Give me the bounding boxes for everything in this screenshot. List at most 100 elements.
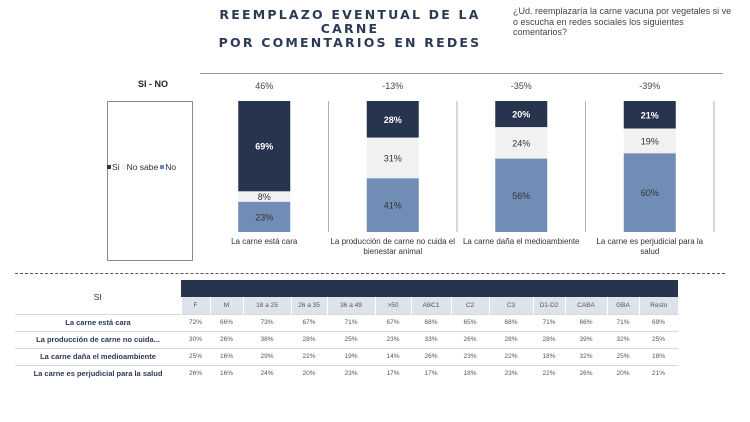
bar-segment-si (238, 101, 291, 192)
table-cell: 26% (451, 330, 489, 348)
column-header: D1-D2 (532, 297, 565, 314)
table-cell: 68% (489, 313, 533, 331)
column-header: C2 (450, 297, 489, 314)
table-cell: 25% (639, 330, 678, 348)
table-row: La producción de carne no cuida... 30% 26%… (15, 330, 678, 348)
table-cell: 38% (243, 330, 291, 348)
bar-segment-no-sabe (238, 191, 291, 202)
column-header: GBA (606, 297, 639, 314)
category-label: La producción de carne no cuida el (330, 237, 455, 246)
table-header-band (181, 280, 678, 297)
table-cell: 69% (639, 313, 678, 331)
table-cell: 73% (243, 313, 291, 331)
table-cell: 33% (411, 330, 451, 348)
legend-item-no: No (160, 162, 176, 172)
table-row: La carne es perjudicial para la salud 26%… (15, 364, 678, 382)
bar-segment-no (495, 158, 548, 232)
table-cell: 22% (533, 364, 565, 382)
column-header: 26 a 35 (290, 297, 327, 314)
column-header: Resto (638, 297, 678, 314)
chart-legend: Si No sabe No (107, 162, 199, 172)
net-value-label: 46% (255, 81, 273, 91)
column-header: C3 (488, 297, 533, 314)
column-header: F (180, 297, 210, 314)
column-header: ABC1 (410, 297, 451, 314)
table-cell: 23% (375, 330, 411, 348)
table-cell: 24% (243, 364, 291, 382)
table-row-header: SI (93, 291, 102, 302)
bar-segment-no (366, 178, 419, 232)
table-cell: 32% (607, 330, 639, 348)
category-label: La carne está cara (231, 237, 298, 246)
data-label: 23% (255, 212, 273, 222)
net-value-label: -35% (511, 81, 532, 91)
data-label: 20% (512, 110, 530, 120)
table-cell: 23% (327, 364, 375, 382)
table-cell: 22% (291, 347, 327, 365)
legend-item-si: Si (107, 162, 120, 172)
data-label: 60% (641, 188, 659, 198)
net-value-label: -13% (382, 81, 403, 91)
data-label: 21% (641, 110, 659, 120)
table-cell: 67% (375, 313, 411, 331)
table-cell: 21% (639, 364, 678, 382)
table-cell: 71% (533, 313, 565, 331)
table-cell: 26% (411, 347, 451, 365)
table-cell: 32% (565, 347, 607, 365)
table-cell: 72% (181, 313, 210, 331)
section-divider (15, 273, 725, 274)
row-label: La producción de carne no cuida... (15, 330, 181, 348)
table-cell: 71% (327, 313, 375, 331)
table-cell: 28% (291, 330, 327, 348)
table-cell: 66% (210, 313, 243, 331)
table-cell: 68% (411, 313, 451, 331)
row-label: La carne está cara (15, 313, 181, 331)
column-header: 18 a 25 (242, 297, 291, 314)
table-cell: 25% (607, 347, 639, 365)
row-label: La carne es perjudicial para la salud (15, 364, 181, 382)
legend-swatch-si (107, 165, 111, 169)
table-cell: 26% (210, 330, 243, 348)
legend-label-no-sabe: No sabe (126, 162, 159, 172)
table-cell: 30% (181, 330, 210, 348)
category-label: La carne daña el medioambiente (463, 237, 580, 246)
table-row: La carne está cara 72% 66% 73% 67% 71% 67% 68% 6… (15, 313, 678, 331)
table-cell: 14% (375, 347, 411, 365)
data-label: 24% (512, 138, 530, 148)
table-cell: 26% (181, 364, 210, 382)
data-label: 28% (384, 115, 402, 125)
category-label: La carne es perjudicial para la (596, 237, 703, 246)
table-cell: 16% (210, 364, 243, 382)
legend-label-no: No (165, 162, 177, 172)
table-cell: 20% (291, 364, 327, 382)
table-cell: 16% (210, 347, 243, 365)
table-cell: 28% (533, 330, 565, 348)
data-label: 8% (258, 192, 271, 202)
legend-label-si: Si (112, 162, 120, 172)
table-cell: 28% (489, 330, 533, 348)
category-label: salud (640, 247, 659, 256)
bar-segment-no (238, 201, 291, 232)
table-cell: 71% (607, 313, 639, 331)
table-cell: 18% (451, 364, 489, 382)
table-cell: 39% (565, 330, 607, 348)
table-cell: 17% (375, 364, 411, 382)
legend-item-no-sabe: No sabe (121, 162, 159, 172)
title-line-1: REEMPLAZO EVENTUAL DE LA CARNE (219, 7, 481, 36)
data-label: 41% (384, 201, 402, 211)
data-label: 31% (384, 153, 402, 163)
table-cell: 17% (411, 364, 451, 382)
chart-title: REEMPLAZO EVENTUAL DE LA CARNE POR COMEN… (200, 8, 500, 50)
bar-segment-no-sabe (495, 127, 548, 159)
data-label: 56% (512, 191, 530, 201)
column-header: M (209, 297, 243, 314)
table-cell: 20% (607, 364, 639, 382)
table-cell: 25% (327, 330, 375, 348)
table-cell: 22% (489, 347, 533, 365)
legend-swatch-no (160, 165, 165, 169)
bar-segment-si (623, 101, 676, 129)
title-line-2: POR COMENTARIOS EN REDES (218, 35, 482, 50)
data-label: 19% (641, 136, 659, 146)
table-cell: 19% (327, 347, 375, 365)
table-cell: 25% (181, 347, 210, 365)
